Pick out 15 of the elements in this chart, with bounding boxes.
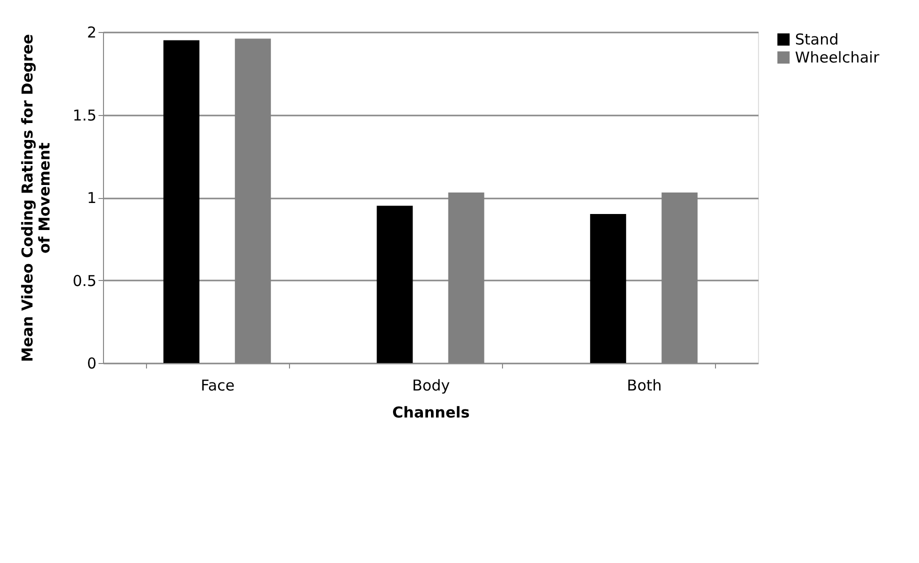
bar — [163, 40, 200, 363]
legend-label: Stand — [795, 30, 839, 48]
y-tick-label: 2 — [86, 24, 96, 42]
legend-label: Wheelchair — [795, 48, 880, 66]
y-tick-label: 1 — [86, 189, 96, 207]
x-tick-label: Body — [412, 376, 450, 394]
y-tick-label: 0 — [86, 354, 96, 372]
x-tick-label: Both — [626, 376, 662, 394]
y-tick-label: 0.5 — [72, 272, 96, 290]
bar — [376, 206, 413, 363]
x-tick-label: Face — [200, 376, 235, 394]
y-axis-title: Mean Video Coding Ratings for Degree of Movement — [18, 34, 54, 362]
y-tick-label: 1.5 — [72, 106, 96, 124]
bar — [590, 214, 626, 363]
x-axis-title: Channels — [392, 404, 470, 422]
